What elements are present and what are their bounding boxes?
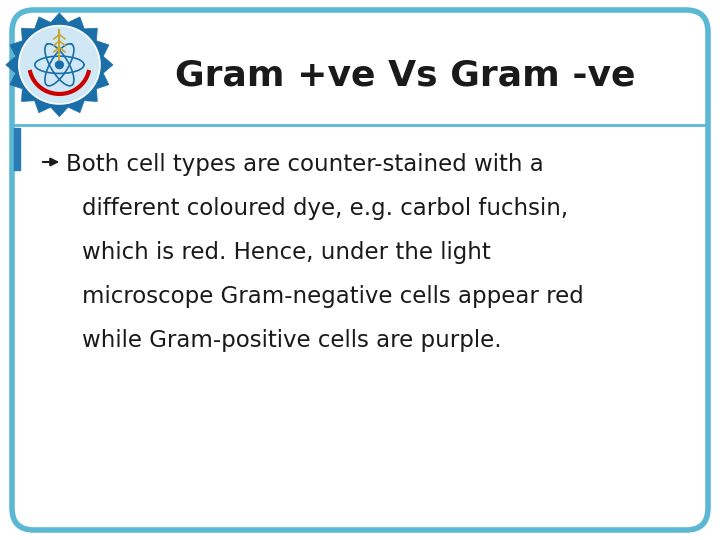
- Bar: [14, 128, 20, 170]
- Circle shape: [55, 61, 63, 69]
- Text: microscope Gram-negative cells appear red: microscope Gram-negative cells appear re…: [82, 286, 584, 308]
- Text: which is red. Hence, under the light: which is red. Hence, under the light: [82, 241, 491, 265]
- Text: Gram +ve Vs Gram -ve: Gram +ve Vs Gram -ve: [175, 58, 636, 92]
- Text: Both cell types are counter-stained with a: Both cell types are counter-stained with…: [66, 153, 544, 177]
- Text: while Gram-positive cells are purple.: while Gram-positive cells are purple.: [82, 329, 502, 353]
- Text: different coloured dye, e.g. carbol fuchsin,: different coloured dye, e.g. carbol fuch…: [82, 198, 568, 220]
- Circle shape: [18, 25, 101, 105]
- FancyBboxPatch shape: [12, 10, 708, 530]
- Circle shape: [20, 27, 99, 103]
- Polygon shape: [6, 13, 113, 117]
